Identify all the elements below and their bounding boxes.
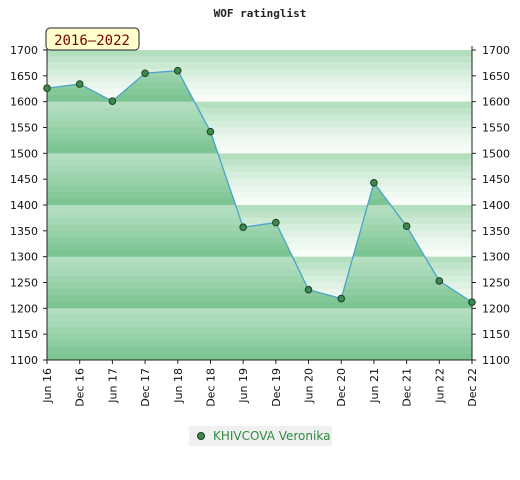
chart-title: WOF ratinglist	[214, 7, 307, 20]
x-tick-label: Jun 16	[41, 368, 54, 404]
background-band	[47, 75, 472, 83]
data-point[interactable]	[337, 294, 346, 303]
x-tick-label: Dec 16	[74, 368, 87, 407]
x-tick-label: Jun 17	[106, 368, 119, 404]
data-point[interactable]	[206, 127, 215, 136]
y-tick-label-right: 1650	[482, 70, 510, 83]
background-band	[47, 217, 472, 225]
period-badge-label: 2016–2022	[54, 33, 130, 49]
y-tick-label-left: 1100	[10, 354, 38, 367]
y-tick-label-right: 1200	[482, 302, 510, 315]
background-band	[47, 153, 472, 160]
background-band	[47, 69, 472, 76]
background-band	[47, 50, 472, 57]
background-band	[47, 185, 472, 193]
y-tick-label-right: 1150	[482, 328, 510, 341]
x-tick-label: Dec 20	[335, 368, 348, 407]
data-point[interactable]	[108, 97, 117, 105]
x-tick-label: Dec 22	[466, 368, 479, 407]
data-point[interactable]	[239, 223, 247, 232]
x-tick-label: Jun 21	[368, 368, 381, 404]
data-point[interactable]	[173, 66, 182, 75]
data-point[interactable]	[435, 277, 444, 285]
y-tick-label-left: 1500	[10, 147, 38, 160]
y-tick-label-left: 1150	[10, 328, 38, 341]
background-band	[47, 133, 472, 141]
legend[interactable]: KHIVCOVA Veronika	[189, 426, 332, 446]
axes	[46, 46, 473, 361]
background-band	[47, 95, 472, 102]
background-band	[47, 146, 472, 154]
y-tick-label-left: 1300	[10, 251, 38, 264]
x-tick-label: Dec 19	[270, 368, 283, 407]
y-ticks-right: 1700 1650 1600 1550 1500 1450 1400 1350 1300 1250…	[472, 44, 510, 367]
y-tick-label-right: 1600	[482, 96, 510, 109]
background-band	[47, 127, 472, 134]
x-tick-label: Jun 19	[237, 368, 250, 404]
background-band	[47, 114, 472, 122]
y-tick-label-left: 1650	[10, 70, 38, 83]
x-ticks: Jun 16 Dec 16 Jun 17 Dec 17 Jun 18 Dec 18 Jun …	[41, 360, 479, 407]
background-band	[47, 179, 472, 186]
x-tick-label: Jun 22	[433, 368, 446, 404]
data-point[interactable]	[468, 298, 476, 306]
background-band	[47, 172, 472, 180]
data-point[interactable]	[370, 178, 378, 187]
y-tick-label-left: 1700	[10, 44, 38, 57]
background-band	[47, 62, 472, 70]
data-point[interactable]	[304, 285, 313, 294]
background-band	[47, 205, 472, 212]
x-tick-label: Jun 18	[172, 368, 185, 404]
y-tick-label-left: 1600	[10, 96, 38, 109]
y-tick-label-right: 1700	[482, 44, 510, 57]
data-point[interactable]	[141, 69, 149, 78]
data-point[interactable]	[43, 84, 51, 93]
background-band	[47, 166, 472, 173]
y-tick-label-right: 1100	[482, 354, 510, 367]
y-tick-label-left: 1400	[10, 199, 38, 212]
data-point[interactable]	[402, 222, 411, 230]
background-band	[47, 192, 472, 199]
background-band	[47, 108, 472, 115]
background-band	[47, 140, 472, 147]
background-band	[47, 159, 472, 167]
y-tick-label-right: 1450	[482, 173, 510, 186]
series-line	[46, 69, 473, 303]
data-point[interactable]	[75, 80, 84, 88]
x-tick-label: Jun 20	[303, 368, 316, 404]
x-tick-label: Dec 18	[204, 368, 217, 407]
background-band	[47, 88, 472, 96]
background-band	[47, 211, 472, 218]
y-tick-label-left: 1350	[10, 225, 38, 238]
y-tick-label-right: 1400	[482, 199, 510, 212]
y-ticks-left: 1700 1650 1600 1550 1500 1450 1400 1350 1300 1250…	[10, 44, 47, 367]
y-tick-label-right: 1550	[482, 122, 510, 135]
background-band	[47, 82, 472, 89]
y-tick-label-left: 1200	[10, 302, 38, 315]
x-tick-label: Dec 17	[139, 368, 152, 407]
x-tick-label: Dec 21	[401, 368, 414, 407]
background-band	[47, 101, 472, 109]
background-band	[47, 198, 472, 205]
y-tick-label-right: 1500	[482, 147, 510, 160]
y-tick-label-right: 1250	[482, 277, 510, 290]
y-tick-label-left: 1450	[10, 173, 38, 186]
y-tick-label-left: 1550	[10, 122, 38, 135]
legend-marker-icon	[197, 432, 205, 440]
y-tick-label-right: 1350	[482, 225, 510, 238]
background-band	[47, 56, 472, 63]
data-points	[43, 66, 476, 306]
y-tick-label-left: 1250	[10, 277, 38, 290]
period-badge: 2016–2022	[45, 27, 140, 51]
data-point[interactable]	[272, 218, 280, 227]
background-band	[47, 121, 472, 128]
y-tick-label-right: 1300	[482, 251, 510, 264]
legend-entry-label: KHIVCOVA Veronika	[213, 429, 330, 443]
